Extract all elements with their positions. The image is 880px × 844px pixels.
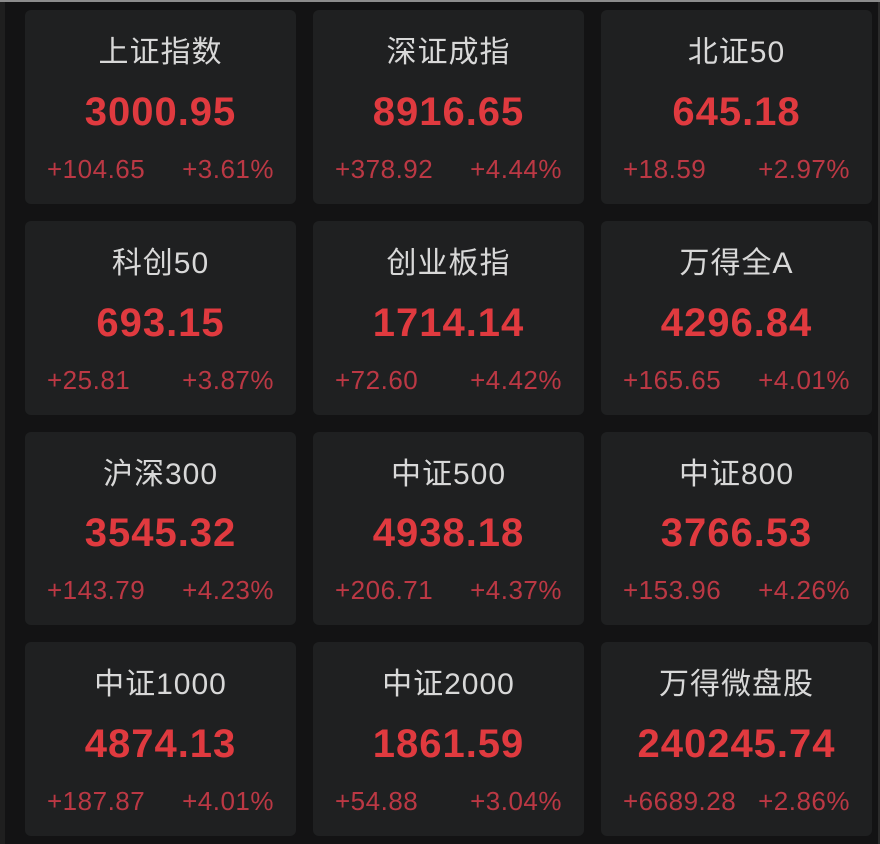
index-name: 深证成指 (386, 36, 511, 69)
index-card-bse50[interactable]: 北证50 645.18 +18.59 +2.97% (601, 10, 872, 204)
index-change-row: +206.71 +4.37% (335, 575, 562, 605)
index-change-row: +18.59 +2.97% (623, 154, 850, 184)
index-card-grid: 上证指数 3000.95 +104.65 +3.61% 深证成指 8916.65… (25, 10, 872, 836)
index-change-pct: +4.01% (758, 364, 850, 395)
index-change-row: +143.79 +4.23% (47, 575, 274, 605)
index-change: +206.71 (335, 575, 434, 606)
index-value: 3545.32 (84, 511, 237, 556)
index-change-row: +54.88 +3.04% (335, 786, 562, 816)
index-change-row: +153.96 +4.26% (623, 575, 850, 605)
index-card-csi800[interactable]: 中证800 3766.53 +153.96 +4.26% (601, 431, 872, 626)
index-change: +153.96 (623, 575, 722, 606)
index-change: +104.65 (47, 153, 146, 184)
index-change-pct: +4.42% (470, 364, 562, 395)
index-change-row: +6689.28 +2.86% (623, 786, 850, 816)
index-change-pct: +3.61% (182, 153, 274, 184)
index-card-shenzhen-component[interactable]: 深证成指 8916.65 +378.92 +4.44% (313, 10, 584, 204)
index-card-shanghai-composite[interactable]: 上证指数 3000.95 +104.65 +3.61% (25, 10, 296, 204)
index-change: +54.88 (335, 786, 419, 816)
index-name: 科创50 (111, 246, 210, 280)
index-value: 3766.53 (660, 511, 813, 556)
index-change-pct: +4.37% (470, 575, 562, 606)
index-card-star50[interactable]: 科创50 693.15 +25.81 +3.87% (25, 220, 296, 415)
index-change: +18.59 (623, 153, 707, 184)
index-name: 中证2000 (382, 668, 515, 702)
index-card-csi2000[interactable]: 中证2000 1861.59 +54.88 +3.04% (313, 642, 584, 836)
index-name: 中证500 (390, 457, 507, 491)
index-change-row: +72.60 +4.42% (335, 365, 562, 395)
index-card-csi300[interactable]: 沪深300 3545.32 +143.79 +4.23% (25, 431, 296, 626)
index-change: +378.92 (335, 153, 434, 184)
index-change: +187.87 (47, 786, 146, 816)
index-card-csi500[interactable]: 中证500 4938.18 +206.71 +4.37% (313, 431, 584, 626)
index-change: +72.60 (335, 364, 419, 395)
index-change: +25.81 (47, 364, 131, 395)
index-change-row: +104.65 +3.61% (47, 154, 274, 184)
index-name: 万得全A (679, 246, 794, 280)
index-value: 3000.95 (84, 89, 237, 134)
index-value: 1861.59 (372, 722, 525, 767)
index-change-pct: +2.86% (758, 786, 850, 816)
index-name: 上证指数 (98, 36, 223, 69)
index-change-row: +25.81 +3.87% (47, 365, 274, 395)
index-value: 4874.13 (84, 722, 237, 767)
index-change-pct: +4.01% (182, 786, 274, 816)
index-change-pct: +3.87% (182, 364, 274, 395)
index-value: 8916.65 (372, 89, 525, 134)
index-value: 1714.14 (372, 300, 525, 345)
index-value: 693.15 (96, 300, 225, 345)
index-card-wind-microcap[interactable]: 万得微盘股 240245.74 +6689.28 +2.86% (601, 642, 872, 836)
index-change-pct: +4.44% (470, 153, 562, 184)
index-change-row: +187.87 +4.01% (47, 786, 274, 816)
index-value: 240245.74 (637, 722, 836, 767)
index-name: 沪深300 (102, 457, 219, 491)
index-value: 4296.84 (660, 300, 813, 345)
index-change-row: +165.65 +4.01% (623, 365, 850, 395)
index-card-wind-all-a[interactable]: 万得全A 4296.84 +165.65 +4.01% (601, 220, 872, 415)
index-card-chinext[interactable]: 创业板指 1714.14 +72.60 +4.42% (313, 220, 584, 415)
index-name: 中证800 (678, 457, 795, 491)
index-change: +165.65 (623, 364, 722, 395)
index-card-csi1000[interactable]: 中证1000 4874.13 +187.87 +4.01% (25, 642, 296, 836)
index-change: +6689.28 (623, 786, 737, 816)
index-change-pct: +2.97% (758, 153, 850, 184)
index-value: 645.18 (672, 89, 801, 134)
index-name: 北证50 (687, 36, 786, 69)
index-change-pct: +4.23% (182, 575, 274, 606)
index-change-pct: +4.26% (758, 575, 850, 606)
index-change: +143.79 (47, 575, 146, 606)
index-change-pct: +3.04% (470, 786, 562, 816)
index-name: 万得微盘股 (659, 668, 814, 702)
index-value: 4938.18 (372, 511, 525, 556)
index-name: 创业板指 (386, 246, 511, 280)
index-change-row: +378.92 +4.44% (335, 154, 562, 184)
index-name: 中证1000 (94, 668, 227, 702)
